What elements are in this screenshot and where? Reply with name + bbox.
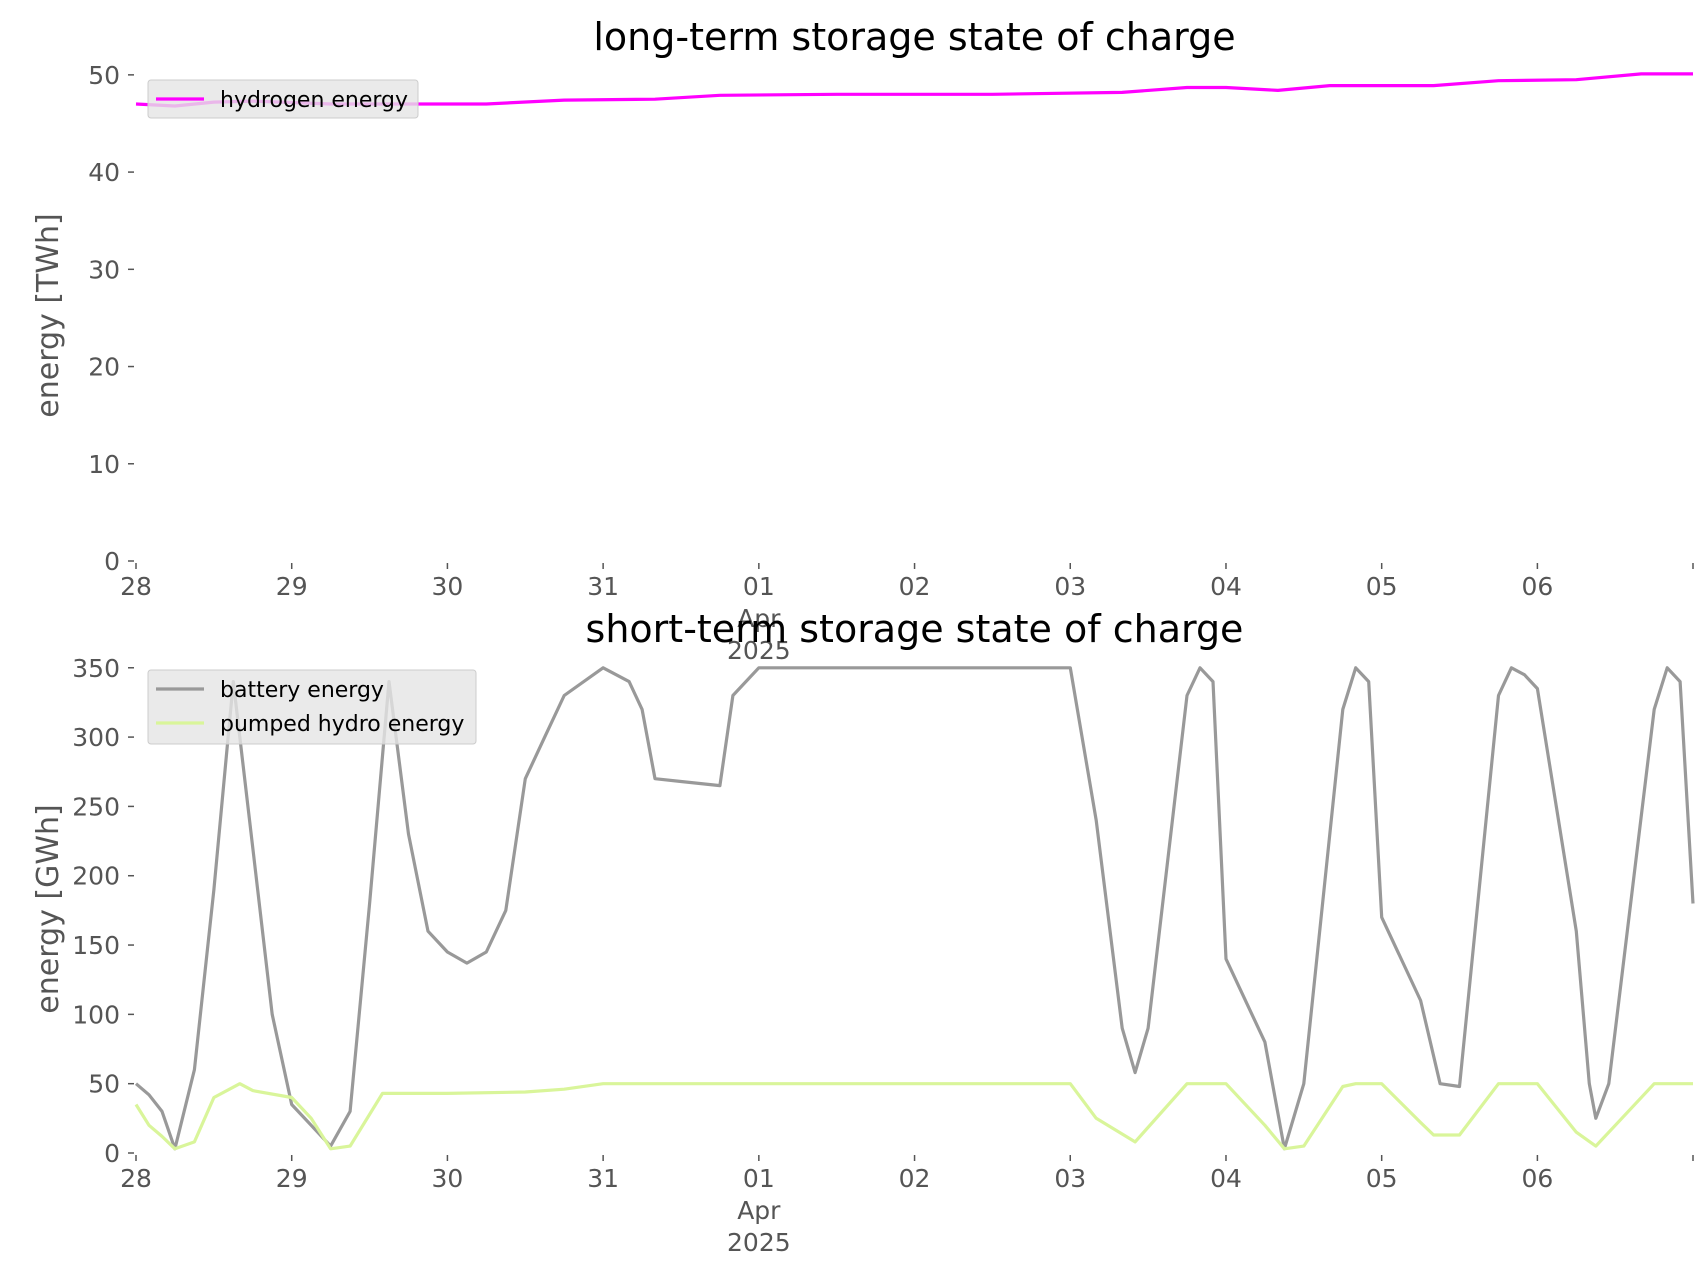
x-tick-label: 28: [120, 572, 152, 601]
series-line-pumped-hydro-energy: [134, 1082, 1693, 1151]
x-tick-label: 01: [743, 1164, 775, 1193]
x-tick-label: 31: [587, 572, 619, 601]
y-tick-label: 350: [72, 654, 120, 683]
series-line-battery-energy: [134, 666, 1695, 1151]
x-tick-label: 04: [1210, 572, 1242, 601]
chart-title: short-term storage state of charge: [586, 607, 1244, 651]
legend-entry: pumped hydro energy: [220, 712, 464, 737]
y-tick-label: 100: [72, 1000, 120, 1029]
y-tick-label: 0: [104, 1139, 120, 1168]
x-tick-label: 28: [120, 1164, 152, 1193]
x-tick-label: 30: [432, 572, 464, 601]
y-axis-label: energy [GWh]: [31, 804, 66, 1013]
short-term-storage-panel: short-term storage state of charge energy…: [31, 607, 1695, 1257]
y-tick-label: 50: [88, 61, 120, 90]
x-tick-sublabel: 2025: [727, 1228, 791, 1257]
y-tick-label: 0: [104, 547, 120, 576]
x-tick-label: 02: [899, 572, 931, 601]
x-tick-label: 30: [432, 1164, 464, 1193]
legend-box: [147, 669, 477, 745]
y-axis-label: energy [TWh]: [31, 213, 66, 417]
x-tick-label: 05: [1366, 572, 1398, 601]
x-tick-label: 29: [276, 1164, 308, 1193]
legend-entry: battery energy: [220, 678, 384, 703]
x-tick-label: 31: [587, 1164, 619, 1193]
y-tick-label: 200: [72, 862, 120, 891]
x-tick-label: 29: [276, 572, 308, 601]
legend-entry: hydrogen energy: [220, 88, 408, 113]
x-tick-label: 01: [743, 572, 775, 601]
x-tick-label: 06: [1521, 572, 1553, 601]
y-tick-label: 50: [88, 1070, 120, 1099]
y-tick-label: 300: [72, 723, 120, 752]
y-tick-label: 40: [88, 158, 120, 187]
legend-box: [147, 79, 419, 119]
x-tick-sublabel: Apr: [737, 1196, 781, 1225]
x-tick-label: 03: [1054, 1164, 1086, 1193]
long-term-storage-panel: long-term storage state of charge energy …: [31, 15, 1694, 665]
y-tick-label: 30: [88, 255, 120, 284]
y-tick-label: 10: [88, 450, 120, 479]
y-tick-label: 20: [88, 353, 120, 382]
x-tick-label: 03: [1054, 572, 1086, 601]
x-tick-label: 02: [899, 1164, 931, 1193]
legend: hydrogen energy: [147, 79, 419, 119]
legend: battery energy pumped hydro energy: [147, 669, 477, 745]
x-tick-label: 06: [1521, 1164, 1553, 1193]
y-tick-label: 150: [72, 931, 120, 960]
y-tick-label: 250: [72, 792, 120, 821]
chart-title: long-term storage state of charge: [593, 15, 1235, 59]
x-tick-sublabel: Apr: [737, 604, 781, 633]
x-tick-label: 04: [1210, 1164, 1242, 1193]
x-tick-label: 05: [1366, 1164, 1398, 1193]
x-tick-sublabel: 2025: [727, 636, 791, 665]
